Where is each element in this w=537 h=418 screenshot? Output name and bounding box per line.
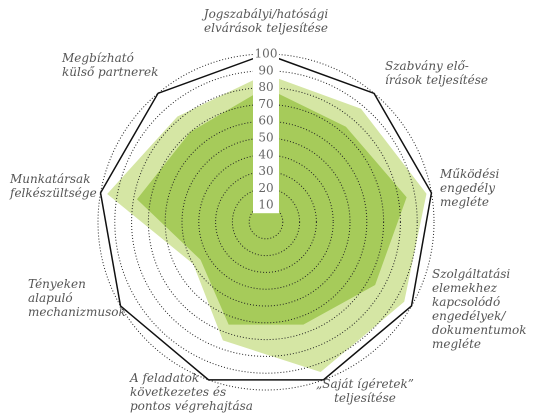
- tick-band: [253, 48, 279, 214]
- grid-circle: [97, 53, 435, 391]
- category-line: Jogszabályi/hatósági: [201, 7, 329, 21]
- category-label: Megbízható külső partnerek: [61, 51, 158, 79]
- tick-label: 20: [258, 181, 273, 195]
- tick-label: 80: [258, 80, 273, 94]
- category-line: következetes és: [130, 385, 226, 399]
- category-label: Szabvány elő-írások teljesítése: [385, 59, 488, 87]
- tick-label: 90: [258, 63, 273, 77]
- tick-label: 70: [258, 97, 273, 111]
- category-label: Jogszabályi/hatósági elvárások teljesítés…: [201, 7, 329, 35]
- category-label: Szolgáltatási elemekhez kapcsolódó engedély…: [432, 267, 527, 351]
- grid-circle: [114, 70, 418, 374]
- category-label: A feladatok következetes és pontos végreha…: [129, 371, 253, 413]
- category-line: elemekhez: [432, 281, 498, 295]
- category-label: Működési engedély megléte: [439, 167, 499, 209]
- grid-circle: [147, 103, 385, 341]
- category-line: „Saját ígéretek”: [316, 377, 414, 391]
- category-line: Szabvány elő-: [385, 59, 469, 73]
- category-line: Szolgáltatási: [432, 267, 510, 281]
- tick-label: 50: [258, 131, 273, 145]
- category-label: Tényeken alapuló mechanizmusok: [28, 277, 126, 319]
- category-line: alapuló: [28, 291, 73, 305]
- category-line: mechanizmusok: [28, 305, 126, 319]
- frame: [99, 53, 433, 381]
- category-line: külső partnerek: [62, 65, 158, 79]
- category-line: teljesítése: [334, 391, 396, 405]
- tick-label: 30: [258, 164, 273, 178]
- category-label: „Saját ígéretek” teljesítése: [316, 377, 414, 405]
- category-line: engedélyek/: [432, 309, 507, 323]
- category-line: Tényeken: [28, 277, 86, 291]
- grid-circle: [198, 154, 334, 290]
- category-line: írások teljesítése: [385, 73, 488, 87]
- category-line: Megbízható: [61, 51, 134, 65]
- category-line: felkészültsége: [9, 186, 97, 200]
- tick-label: 10: [258, 198, 273, 212]
- tick-label: 40: [258, 147, 273, 161]
- category-line: elvárások teljesítése: [204, 21, 328, 35]
- category-line: Munkatársak: [9, 172, 90, 186]
- category-line: megléte: [432, 337, 481, 351]
- category-line: dokumentumok: [432, 323, 527, 337]
- category-line: kapcsolódó: [432, 295, 500, 309]
- category-label: Munkatársak felkészültsége: [9, 172, 97, 200]
- category-line: Működési: [439, 167, 499, 181]
- category-line: megléte: [440, 195, 489, 209]
- tick-label: 60: [258, 114, 273, 128]
- category-line: A feladatok: [129, 371, 199, 385]
- grid-circle: [181, 137, 351, 307]
- category-line: engedély: [440, 181, 495, 195]
- tick-label: 100: [255, 47, 278, 61]
- category-line: pontos végrehajtása: [130, 399, 253, 413]
- grid-circle: [231, 187, 301, 257]
